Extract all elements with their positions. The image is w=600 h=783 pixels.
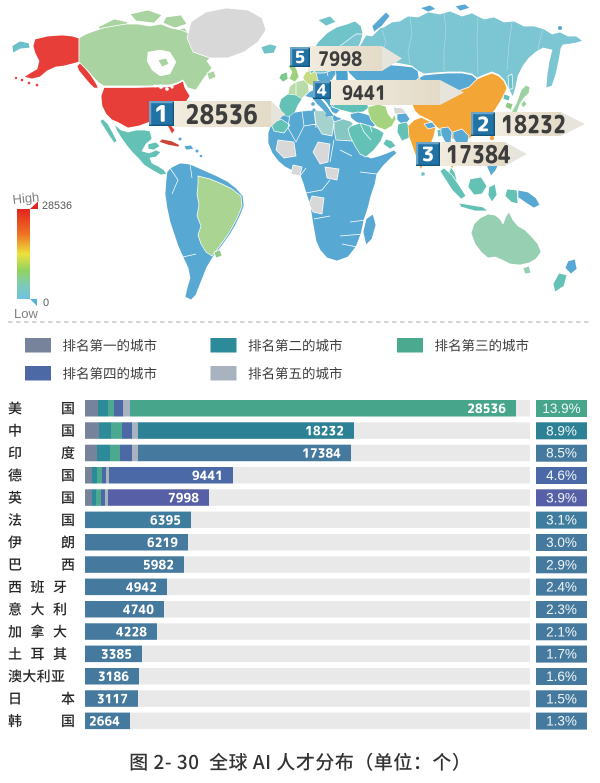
svg-text:1.6%: 1.6% — [546, 669, 577, 684]
svg-text:0: 0 — [43, 297, 49, 309]
svg-text:3.9%: 3.9% — [546, 490, 577, 505]
svg-text:2.1%: 2.1% — [546, 624, 577, 639]
svg-text:8.5%: 8.5% — [546, 446, 577, 461]
svg-text:2.4%: 2.4% — [546, 580, 577, 595]
svg-text:1.7%: 1.7% — [546, 647, 577, 662]
svg-text:3.0%: 3.0% — [546, 535, 577, 550]
svg-text:1.5%: 1.5% — [546, 691, 577, 706]
svg-text:3.1%: 3.1% — [546, 513, 577, 528]
svg-text:High: High — [12, 189, 40, 207]
svg-text:Low: Low — [14, 306, 38, 321]
svg-text:4.6%: 4.6% — [546, 468, 577, 483]
svg-text:1.3%: 1.3% — [546, 714, 577, 729]
svg-text:28536: 28536 — [42, 200, 72, 212]
svg-text:13.9%: 13.9% — [542, 401, 580, 416]
svg-text:2.9%: 2.9% — [546, 557, 577, 572]
svg-text:2.3%: 2.3% — [546, 602, 577, 617]
svg-text:8.9%: 8.9% — [546, 423, 577, 438]
